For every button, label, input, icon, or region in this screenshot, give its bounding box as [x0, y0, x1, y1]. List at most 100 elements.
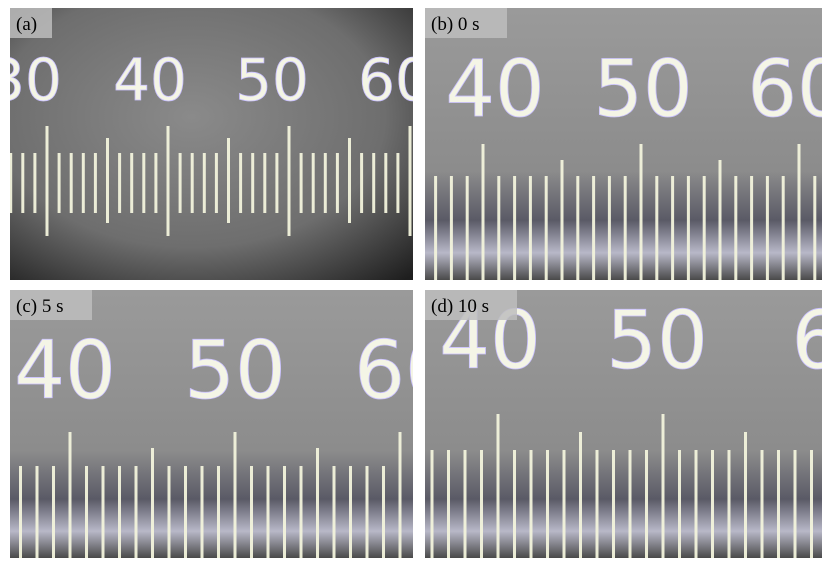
- ruler-tick: [227, 138, 230, 223]
- ruler-tick: [695, 450, 698, 558]
- ruler-tick: [58, 153, 61, 213]
- ruler-tick: [794, 450, 797, 558]
- ruler-tick: [167, 126, 170, 236]
- ruler-tick: [203, 153, 206, 213]
- ruler-tick: [434, 176, 437, 280]
- scale-number: 50: [184, 324, 286, 417]
- scale-number: 6: [792, 294, 825, 387]
- ruler-tick: [579, 432, 582, 558]
- ruler-tick: [82, 153, 85, 213]
- ruler-tick: [179, 153, 182, 213]
- ruler-tick: [563, 450, 566, 558]
- micrograph-background: [10, 8, 413, 280]
- ruler-tick: [734, 176, 737, 280]
- ruler-tick: [142, 153, 145, 213]
- ruler-tick: [450, 176, 453, 280]
- ruler-tick: [151, 448, 154, 558]
- ruler-tick: [234, 432, 237, 558]
- ruler-tick: [662, 414, 665, 558]
- ruler-tick: [645, 450, 648, 558]
- ruler-tick: [366, 466, 369, 558]
- ruler-tick: [283, 466, 286, 558]
- ruler-tick: [798, 144, 801, 280]
- ruler-tick: [497, 176, 500, 280]
- ruler-tick: [561, 160, 564, 280]
- ruler-tick: [728, 450, 731, 558]
- ruler-tick: [300, 153, 303, 213]
- ruler-tick: [333, 466, 336, 558]
- panel: 40506(d) 10 s: [425, 290, 825, 558]
- panel-label-text: (a): [16, 14, 37, 35]
- ruler-tick: [382, 466, 385, 558]
- figure: 30405060(a)405060(b) 0 s405060(c) 5 s405…: [0, 0, 825, 561]
- ruler-tick: [766, 176, 769, 280]
- ruler-tick: [612, 450, 615, 558]
- ruler-tick: [415, 466, 418, 558]
- ruler-tick: [530, 450, 533, 558]
- ruler-tick: [9, 153, 12, 213]
- ruler-tick: [513, 176, 516, 280]
- ruler-tick: [324, 153, 327, 213]
- ruler-tick: [447, 450, 450, 558]
- scale-number: 40: [113, 46, 187, 114]
- ruler-tick: [482, 144, 485, 280]
- ruler-tick: [70, 153, 73, 213]
- ruler-tick: [239, 153, 242, 213]
- scale-number: 40: [14, 324, 116, 417]
- ruler-tick: [399, 432, 402, 558]
- ruler-tick: [21, 153, 24, 213]
- ruler-tick: [300, 466, 303, 558]
- panel-label: (c) 5 s: [10, 290, 92, 320]
- ruler-tick: [106, 138, 109, 223]
- ruler-tick: [130, 153, 133, 213]
- ruler-tick: [671, 176, 674, 280]
- ruler-tick: [275, 153, 278, 213]
- ruler-tick: [349, 466, 352, 558]
- ruler-tick: [85, 466, 88, 558]
- ruler-tick: [267, 466, 270, 558]
- ruler-tick: [431, 450, 434, 558]
- scale-number: 30: [0, 46, 62, 114]
- scale-number: 60: [747, 45, 825, 135]
- ruler-tick: [168, 466, 171, 558]
- panel-label-text: (c) 5 s: [16, 296, 63, 317]
- ruler-tick: [94, 153, 97, 213]
- ruler-tick: [215, 153, 218, 213]
- ruler-tick: [711, 450, 714, 558]
- ruler-tick: [596, 450, 599, 558]
- ruler-tick: [360, 153, 363, 213]
- scale-number: 50: [235, 46, 309, 114]
- ruler-tick: [154, 153, 157, 213]
- ruler-tick: [513, 450, 516, 558]
- ruler-tick: [191, 153, 194, 213]
- ruler-tick: [464, 450, 467, 558]
- panel-label-text: (d) 10 s: [431, 296, 489, 317]
- ruler-tick: [640, 144, 643, 280]
- ruler-tick: [719, 160, 722, 280]
- ruler-tick: [545, 176, 548, 280]
- ruler-tick: [348, 138, 351, 223]
- ruler-tick: [703, 176, 706, 280]
- ruler-tick: [396, 153, 399, 213]
- ruler-tick: [608, 176, 611, 280]
- ruler-tick: [813, 176, 816, 280]
- ruler-tick: [118, 153, 121, 213]
- ruler-tick: [384, 153, 387, 213]
- scale-number: 40: [445, 45, 544, 135]
- panel-label: (a): [10, 8, 52, 38]
- ruler-tick: [750, 176, 753, 280]
- ruler-tick: [782, 176, 785, 280]
- ruler-tick: [466, 176, 469, 280]
- ruler-tick: [372, 153, 375, 213]
- ruler-tick: [687, 176, 690, 280]
- ruler-tick: [19, 466, 22, 558]
- ruler-tick: [744, 432, 747, 558]
- ruler-tick: [629, 450, 632, 558]
- ruler-tick: [480, 450, 483, 558]
- ruler-tick: [135, 466, 138, 558]
- ruler-tick: [576, 176, 579, 280]
- scale-number: 50: [606, 294, 708, 387]
